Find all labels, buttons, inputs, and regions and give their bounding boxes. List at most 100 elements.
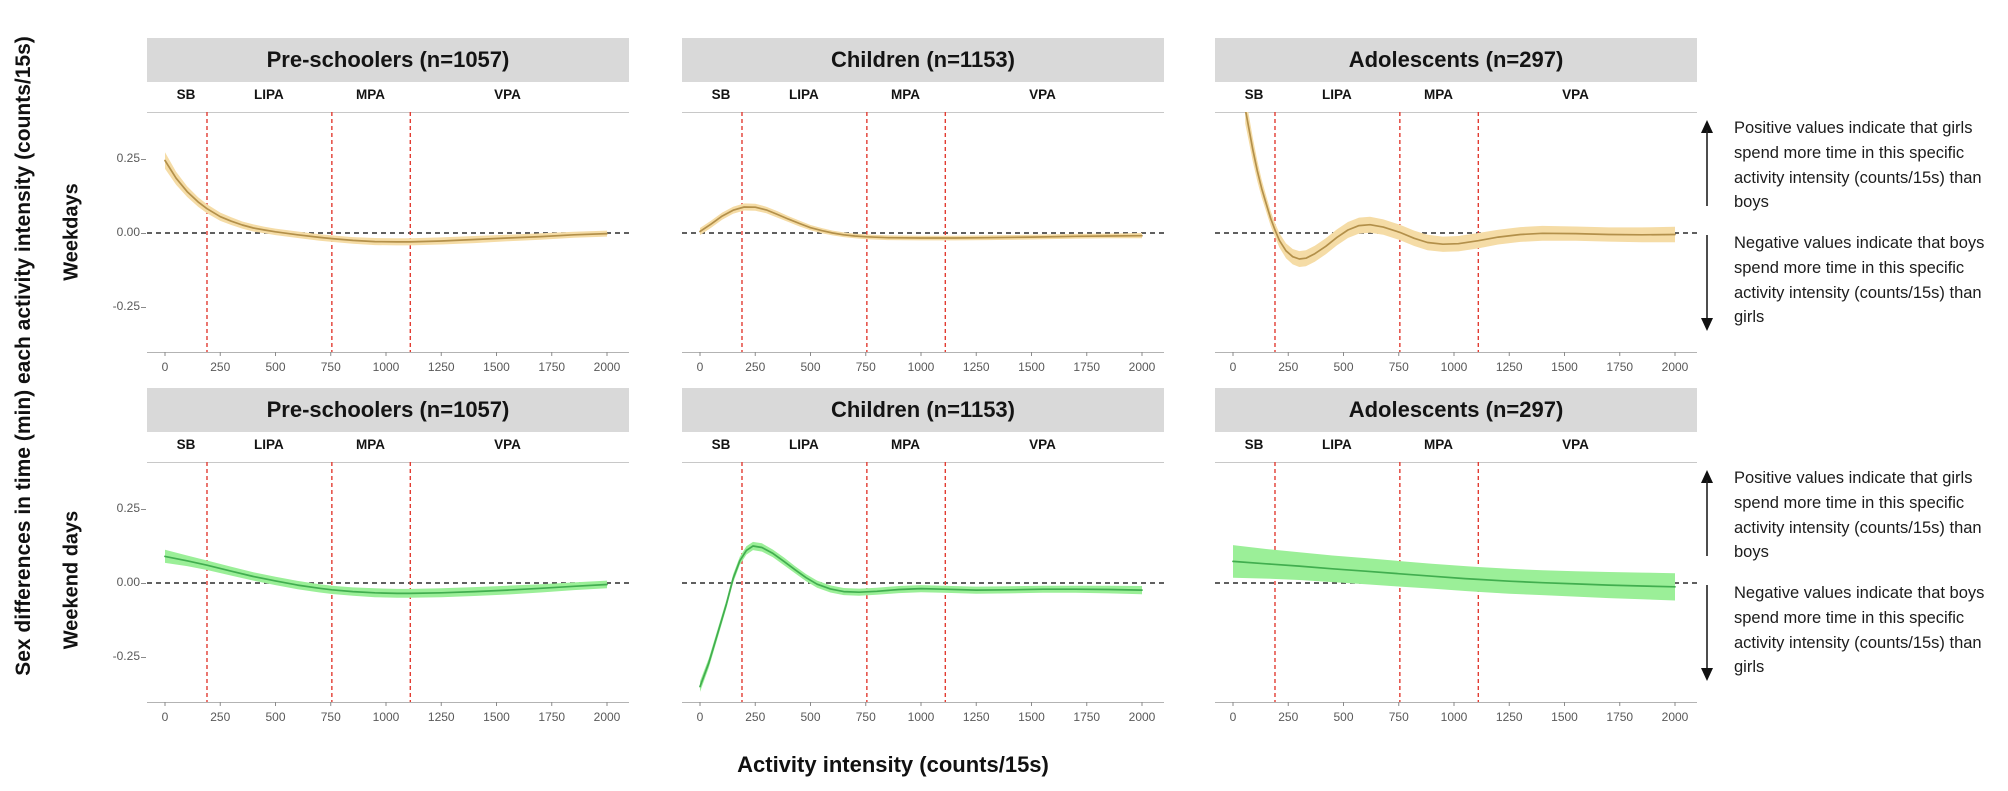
intensity-zone-label-vpa: VPA [494, 437, 521, 452]
arrow-down-icon [1701, 235, 1713, 331]
panel-plot: 0 250 500 750 1000 1250 1500 1750 2000 [1215, 462, 1697, 724]
intensity-zone-label-vpa: VPA [494, 87, 521, 102]
panel-weekend-preschoolers: Pre-schoolers (n=1057) SB LIPA MPA VPA 0 250… [147, 388, 629, 730]
panel-title: Children (n=1153) [682, 388, 1164, 432]
panel-weekdays-adolescents: Adolescents (n=297) SB LIPA MPA VPA 0 250 500… [1215, 38, 1697, 380]
x-tick-label: 1500 [483, 710, 510, 724]
x-axis-title: Activity intensity (counts/15s) [737, 752, 1049, 777]
x-tick-label: 1250 [963, 710, 990, 724]
annotation-positive-text: Positive values indicate that girls spen… [1734, 469, 1982, 562]
x-tick-label: 1750 [1606, 360, 1633, 374]
intensity-zone-label-mpa: MPA [356, 87, 386, 102]
x-tick-label: 1750 [538, 710, 565, 724]
y-tick-label: 0.25 [116, 151, 140, 165]
x-tick-label: 1250 [963, 360, 990, 374]
panel-title: Adolescents (n=297) [1215, 388, 1697, 432]
panel-plot: 0 250 500 750 1000 1250 1500 1750 2000 [147, 462, 629, 724]
panel-weekend-children: Children (n=1153) SB LIPA MPA VPA 0 250 500 75… [682, 388, 1164, 730]
intensity-zone-label-vpa: VPA [1029, 87, 1056, 102]
x-tick-label: 2000 [1662, 710, 1689, 724]
x-tick-label: 500 [265, 360, 285, 374]
x-tick-label: 1000 [1441, 710, 1468, 724]
annotation-negative-text: Negative values indicate that boys spend… [1734, 584, 1985, 677]
intensity-zone-labels: SB LIPA MPA VPA [682, 82, 1164, 112]
intensity-zone-label-mpa: MPA [891, 87, 921, 102]
row-label-weekend-days: Weekend days [60, 510, 83, 650]
intensity-zone-labels: SB LIPA MPA VPA [147, 82, 629, 112]
x-tick-label: 500 [1333, 360, 1353, 374]
intensity-zone-labels: SB LIPA MPA VPA [1215, 82, 1697, 112]
intensity-zone-labels: SB LIPA MPA VPA [682, 432, 1164, 462]
x-tick-label: 1750 [1073, 360, 1100, 374]
x-tick-label: 1250 [1496, 360, 1523, 374]
panel-title: Adolescents (n=297) [1215, 38, 1697, 82]
panel-plot: 0 250 500 750 1000 1250 1500 1750 2000 [682, 112, 1164, 374]
y-tick-mark [141, 582, 146, 584]
x-tick-label: 2000 [594, 360, 621, 374]
x-tick-label: 500 [800, 710, 820, 724]
x-tick-label: 250 [210, 360, 230, 374]
x-tick-label: 0 [697, 360, 704, 374]
y-tick-label: -0.25 [112, 299, 140, 313]
panel-title: Pre-schoolers (n=1057) [147, 388, 629, 432]
intensity-zone-label-lipa: LIPA [1321, 87, 1352, 102]
x-tick-label: 750 [1389, 710, 1409, 724]
x-tick-label: 750 [1389, 360, 1409, 374]
intensity-zone-labels: SB LIPA MPA VPA [147, 432, 629, 462]
x-tick-label: 750 [321, 710, 341, 724]
annotation-negative-item: Negative values indicate that boys spend… [1700, 581, 2000, 681]
panel-plot: 0 250 500 750 1000 1250 1500 1750 2000 [1215, 112, 1697, 374]
panel-plot: 0 250 500 750 1000 1250 1500 1750 2000 [682, 462, 1164, 724]
annotation-block-weekdays: Positive values indicate that girls spen… [1700, 116, 2000, 347]
y-tick-mark [141, 306, 146, 308]
x-tick-label: 1500 [1018, 710, 1045, 724]
x-tick-label: 500 [800, 360, 820, 374]
intensity-zone-label-sb: SB [1244, 437, 1264, 452]
intensity-zone-label-vpa: VPA [1562, 87, 1589, 102]
intensity-zone-label-sb: SB [1244, 87, 1264, 102]
x-tick-label: 1750 [1606, 710, 1633, 724]
x-tick-label: 1250 [1496, 710, 1523, 724]
x-tick-label: 1750 [538, 360, 565, 374]
y-axis-title: Sex differences in time (min) each activ… [12, 36, 35, 676]
intensity-zone-label-vpa: VPA [1562, 437, 1589, 452]
y-tick-mark [141, 656, 146, 658]
intensity-zone-label-lipa: LIPA [1321, 437, 1352, 452]
x-tick-label: 2000 [1129, 360, 1156, 374]
x-tick-label: 250 [745, 360, 765, 374]
x-tick-label: 250 [745, 710, 765, 724]
intensity-zone-label-vpa: VPA [1029, 437, 1056, 452]
y-tick-mark [141, 232, 146, 234]
annotation-negative-item: Negative values indicate that boys spend… [1700, 231, 2000, 331]
y-tick-mark [141, 508, 146, 510]
x-tick-label: 1000 [1441, 360, 1468, 374]
x-tick-label: 1500 [1018, 360, 1045, 374]
y-tick-label: 0.00 [116, 225, 140, 239]
intensity-zone-label-sb: SB [711, 87, 731, 102]
annotation-positive-text: Positive values indicate that girls spen… [1734, 119, 1982, 212]
x-tick-label: 0 [162, 710, 169, 724]
intensity-zone-label-mpa: MPA [1424, 87, 1454, 102]
annotation-block-weekend: Positive values indicate that girls spen… [1700, 466, 2000, 697]
panel-plot: 0 250 500 750 1000 1250 1500 1750 2000 [147, 112, 629, 374]
x-tick-label: 250 [1278, 360, 1298, 374]
annotation-negative-text: Negative values indicate that boys spend… [1734, 234, 1985, 327]
x-tick-label: 1250 [428, 360, 455, 374]
intensity-zone-labels: SB LIPA MPA VPA [1215, 432, 1697, 462]
intensity-zone-label-mpa: MPA [1424, 437, 1454, 452]
x-tick-label: 750 [321, 360, 341, 374]
x-tick-label: 750 [856, 360, 876, 374]
x-tick-label: 250 [210, 710, 230, 724]
annotation-positive-item: Positive values indicate that girls spen… [1700, 466, 2000, 565]
x-tick-label: 0 [162, 360, 169, 374]
x-tick-label: 1500 [1551, 710, 1578, 724]
x-tick-label: 0 [1230, 710, 1237, 724]
x-tick-label: 0 [697, 710, 704, 724]
x-tick-label: 0 [1230, 360, 1237, 374]
x-tick-label: 500 [1333, 710, 1353, 724]
x-tick-label: 1000 [908, 710, 935, 724]
panel-weekdays-children: Children (n=1153) SB LIPA MPA VPA 0 250 500 75… [682, 38, 1164, 380]
x-tick-label: 2000 [1129, 710, 1156, 724]
x-tick-label: 500 [265, 710, 285, 724]
x-tick-label: 1750 [1073, 710, 1100, 724]
